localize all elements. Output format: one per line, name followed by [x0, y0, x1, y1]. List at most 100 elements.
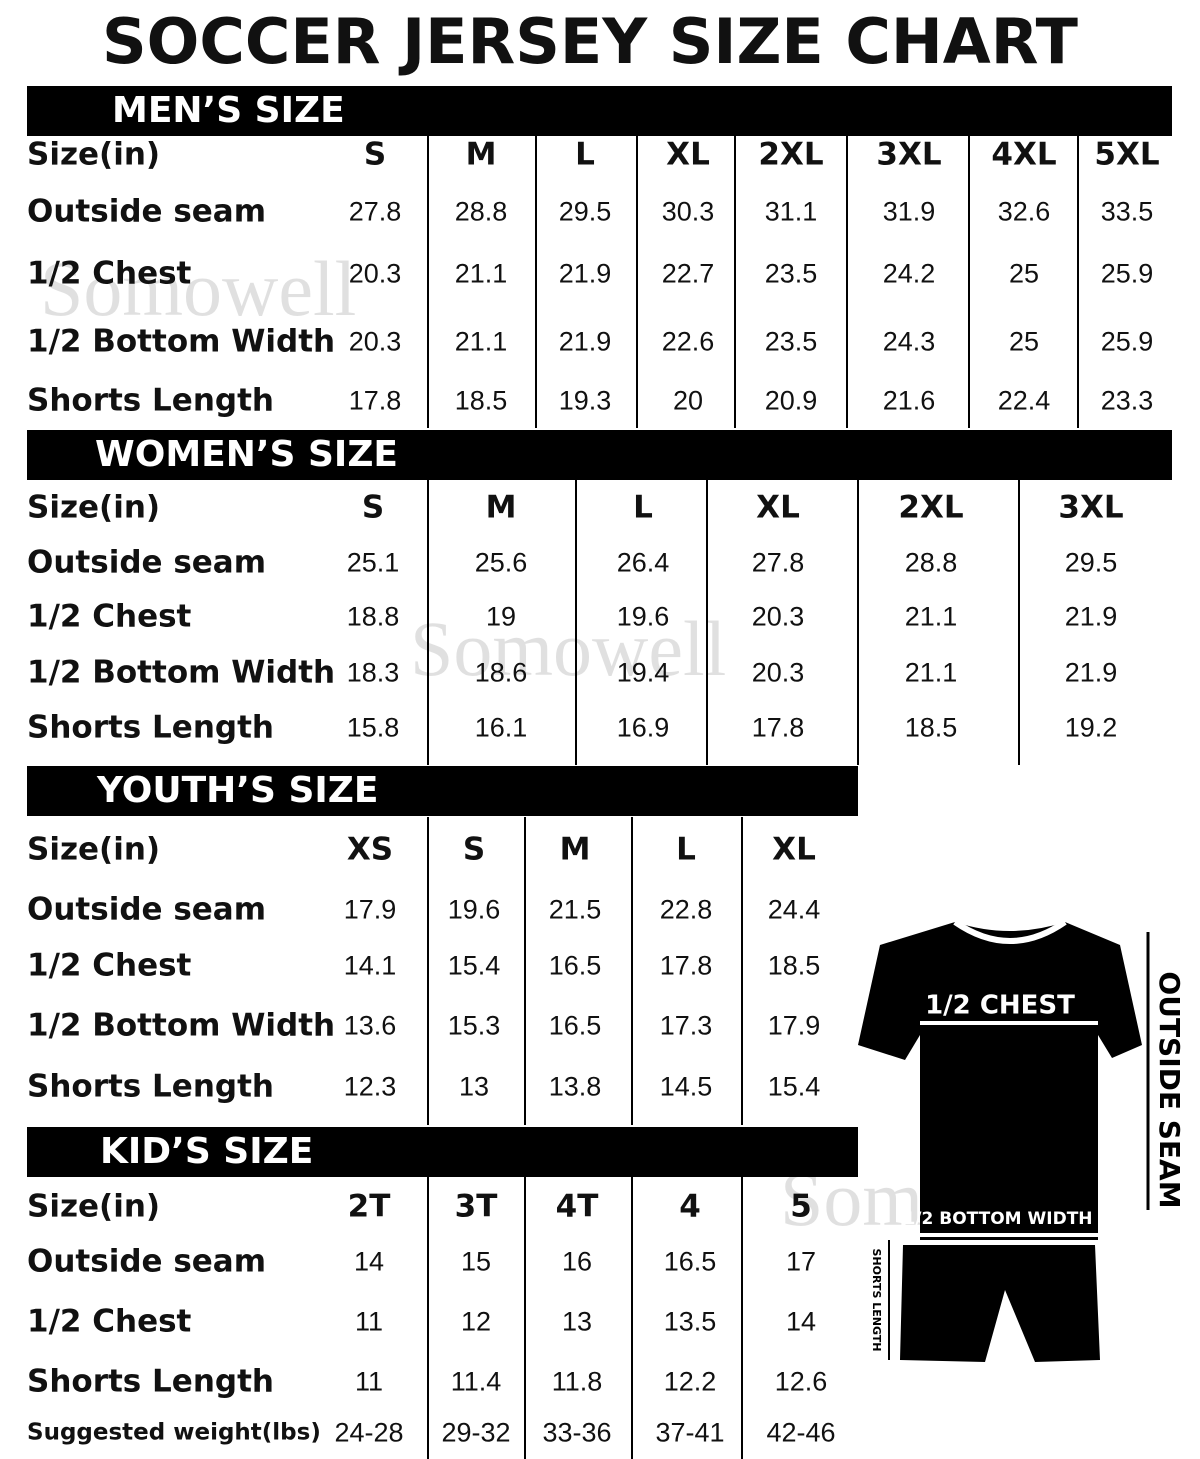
cell-value: 21.6	[882, 385, 936, 416]
seam-label: OUTSIDE SEAM	[1153, 971, 1186, 1208]
column-divider	[968, 135, 970, 428]
size-header: 3T	[454, 1188, 498, 1225]
header-label: Size(in)	[27, 1188, 161, 1225]
column-divider	[631, 1177, 633, 1459]
cell-value: 11.8	[551, 1366, 603, 1397]
cell-value: 18.3	[346, 657, 400, 688]
watermark: Somowell	[40, 245, 357, 332]
cell-value: 21.9	[1064, 601, 1118, 632]
size-header: 5	[790, 1188, 812, 1225]
cell-value: 24.3	[882, 326, 936, 357]
size-header: XS	[346, 831, 394, 868]
cell-value: 16.5	[548, 950, 602, 981]
size-header: 5XL	[1094, 136, 1160, 173]
column-divider	[427, 480, 429, 765]
row-label: 1/2 Chest	[27, 947, 192, 984]
cell-value: 17.8	[659, 950, 713, 981]
chest-label: 1/2 CHEST	[925, 991, 1075, 1021]
size-header: M	[485, 489, 517, 526]
size-header: L	[633, 489, 653, 526]
column-divider	[427, 1177, 429, 1459]
cell-value: 14.1	[343, 950, 397, 981]
cell-value: 29.5	[1064, 547, 1118, 578]
header-label: Size(in)	[27, 136, 161, 173]
size-header: XL	[772, 831, 816, 868]
cell-value: 18.6	[474, 657, 528, 688]
cell-value: 25.1	[346, 547, 400, 578]
cell-value: 18.5	[767, 950, 821, 981]
column-divider	[524, 817, 526, 1125]
cell-value: 31.1	[764, 196, 818, 227]
cell-value: 12	[460, 1306, 492, 1337]
cell-value: 25.6	[474, 547, 528, 578]
cell-value: 16.9	[616, 712, 670, 743]
shorts-label: SHORTS LENGTH	[870, 1249, 883, 1352]
cell-value: 21.9	[1064, 657, 1118, 688]
cell-value: 16.5	[548, 1010, 602, 1041]
cell-value: 20	[672, 385, 704, 416]
cell-value: 21.1	[454, 258, 508, 289]
column-divider	[631, 817, 633, 1125]
cell-value: 21.1	[904, 601, 958, 632]
row-label: 1/2 Chest	[27, 255, 192, 292]
cell-value: 20.3	[348, 258, 402, 289]
column-divider	[427, 135, 429, 428]
cell-value: 27.8	[348, 196, 402, 227]
cell-value: 17.8	[751, 712, 805, 743]
cell-value: 28.8	[904, 547, 958, 578]
size-header: S	[361, 489, 385, 526]
size-header: M	[559, 831, 591, 868]
cell-value: 11.4	[450, 1366, 502, 1397]
row-label: Outside seam	[27, 891, 267, 928]
row-label: 1/2 Chest	[27, 1303, 192, 1340]
cell-value: 15.3	[447, 1010, 501, 1041]
section-title: YOUTH’S SIZE	[97, 770, 379, 811]
cell-value: 22.7	[661, 258, 715, 289]
size-header: 3XL	[876, 136, 942, 173]
cell-value: 42-46	[766, 1417, 836, 1448]
cell-value: 18.8	[346, 601, 400, 632]
row-label: 1/2 Bottom Width	[27, 323, 336, 360]
cell-value: 23.3	[1100, 385, 1154, 416]
header-label: Size(in)	[27, 831, 161, 868]
cell-value: 20.3	[751, 657, 805, 688]
cell-value: 29-32	[441, 1417, 511, 1448]
cell-value: 20.3	[348, 326, 402, 357]
cell-value: 24.4	[767, 894, 821, 925]
column-divider	[741, 817, 743, 1125]
cell-value: 14.5	[659, 1071, 713, 1102]
cell-value: 21.1	[454, 326, 508, 357]
size-header: S	[363, 136, 387, 173]
cell-value: 11	[354, 1366, 384, 1397]
size-header: S	[462, 831, 486, 868]
cell-value: 33.5	[1100, 196, 1154, 227]
cell-value: 29.5	[558, 196, 612, 227]
cell-value: 30.3	[661, 196, 715, 227]
cell-value: 17.9	[343, 894, 397, 925]
row-label: Shorts Length	[27, 1363, 274, 1400]
cell-value: 16.5	[663, 1246, 717, 1277]
size-header: 4T	[555, 1188, 599, 1225]
section-bar	[27, 86, 1172, 136]
row-label: Shorts Length	[27, 382, 274, 419]
cell-value: 15	[460, 1246, 492, 1277]
cell-value: 15.8	[346, 712, 400, 743]
size-header: M	[465, 136, 497, 173]
row-label: 1/2 Bottom Width	[27, 1007, 336, 1044]
cell-value: 19	[485, 601, 517, 632]
row-label: Outside seam	[27, 193, 267, 230]
cell-value: 18.5	[904, 712, 958, 743]
column-divider	[1077, 135, 1079, 428]
cell-value: 28.8	[454, 196, 508, 227]
row-label: 1/2 Bottom Width	[27, 654, 336, 691]
cell-value: 14	[785, 1306, 817, 1337]
row-label: Outside seam	[27, 544, 267, 581]
cell-value: 26.4	[616, 547, 670, 578]
header-label: Size(in)	[27, 489, 161, 526]
watermark: Somowell	[410, 605, 727, 692]
size-header: XL	[666, 136, 710, 173]
cell-value: 33-36	[542, 1417, 612, 1448]
cell-value: 19.3	[558, 385, 612, 416]
